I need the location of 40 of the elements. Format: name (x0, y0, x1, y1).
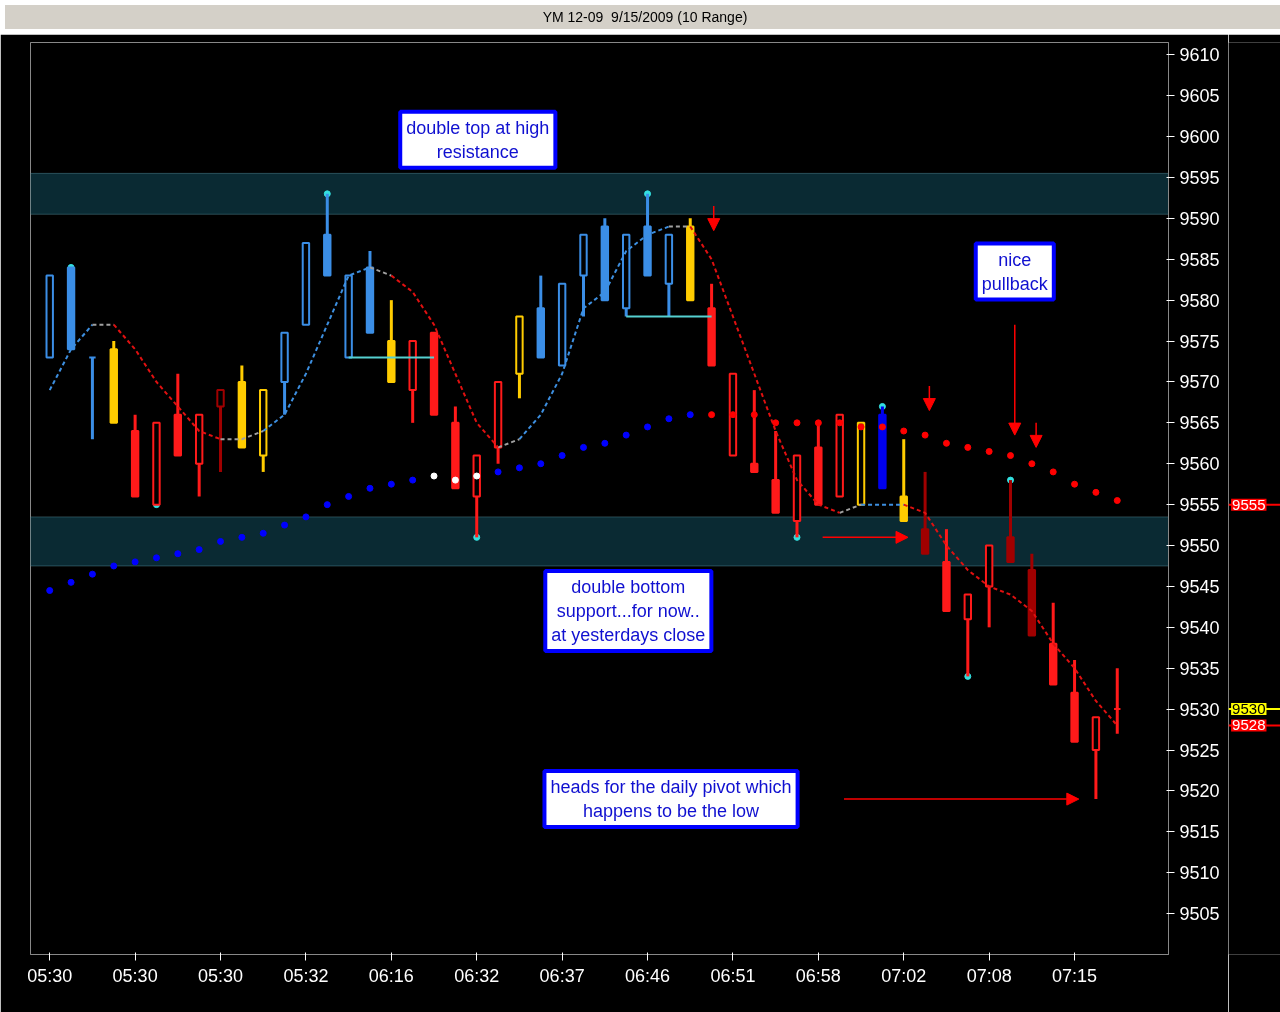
x-tick-label: 07:02 (881, 965, 927, 986)
annotation: double bottom support...for now.. at yesterdays close (551, 576, 706, 645)
annotation: nice pullback (981, 249, 1049, 294)
x-tick-label: 06:37 (539, 965, 585, 986)
y-tick-label: 9510 (1179, 863, 1220, 884)
y-tick-label: 9595 (1179, 167, 1220, 188)
x-tick-label: 05:30 (27, 965, 73, 986)
y-tick-label: 9570 (1179, 372, 1220, 393)
y-tick-label: 9585 (1179, 249, 1220, 270)
y-tick-label: 9540 (1179, 617, 1220, 638)
x-tick-label: 06:32 (454, 965, 500, 986)
y-tick-label: 9600 (1179, 127, 1220, 148)
y-tick-label: 9545 (1179, 576, 1220, 597)
x-tick-label: 06:16 (368, 965, 414, 986)
x-tick-label: 05:30 (198, 965, 244, 986)
annotation: double top at high resistance (406, 117, 550, 162)
x-tick-label: 05:32 (283, 965, 329, 986)
y-tick-label: 9580 (1179, 290, 1220, 311)
x-tick-label: 05:30 (112, 965, 158, 986)
y-tick-label: 9605 (1179, 86, 1220, 107)
y-tick-label: 9535 (1179, 658, 1220, 679)
x-tick-label: 07:15 (1052, 965, 1098, 986)
y-tick-label: 9590 (1179, 208, 1220, 229)
x-tick-label: 06:46 (625, 965, 671, 986)
y-tick-label: 9565 (1179, 413, 1220, 434)
annotation: heads for the daily pivot which happens to be the low (550, 777, 792, 822)
y-tick-label: 9515 (1179, 822, 1220, 843)
x-tick-label: 07:08 (966, 965, 1012, 986)
y-tick-label: 9505 (1179, 904, 1220, 925)
y-tick-label: 9555 (1179, 495, 1220, 516)
y-tick-label: 9520 (1179, 781, 1220, 802)
x-tick-label: 06:51 (710, 965, 756, 986)
y-tick-label: 9575 (1179, 331, 1220, 352)
x-tick-label: 06:58 (795, 965, 841, 986)
y-tick-label: 9525 (1179, 740, 1220, 761)
y-tick-label: 9530 (1179, 699, 1220, 720)
y-tick-label: 9610 (1179, 45, 1220, 66)
y-tick-label: 9550 (1179, 536, 1220, 557)
y-tick-label: 9560 (1179, 454, 1220, 475)
chart-title: YM 12-09 9/15/2009 (10 Range) (542, 8, 748, 27)
